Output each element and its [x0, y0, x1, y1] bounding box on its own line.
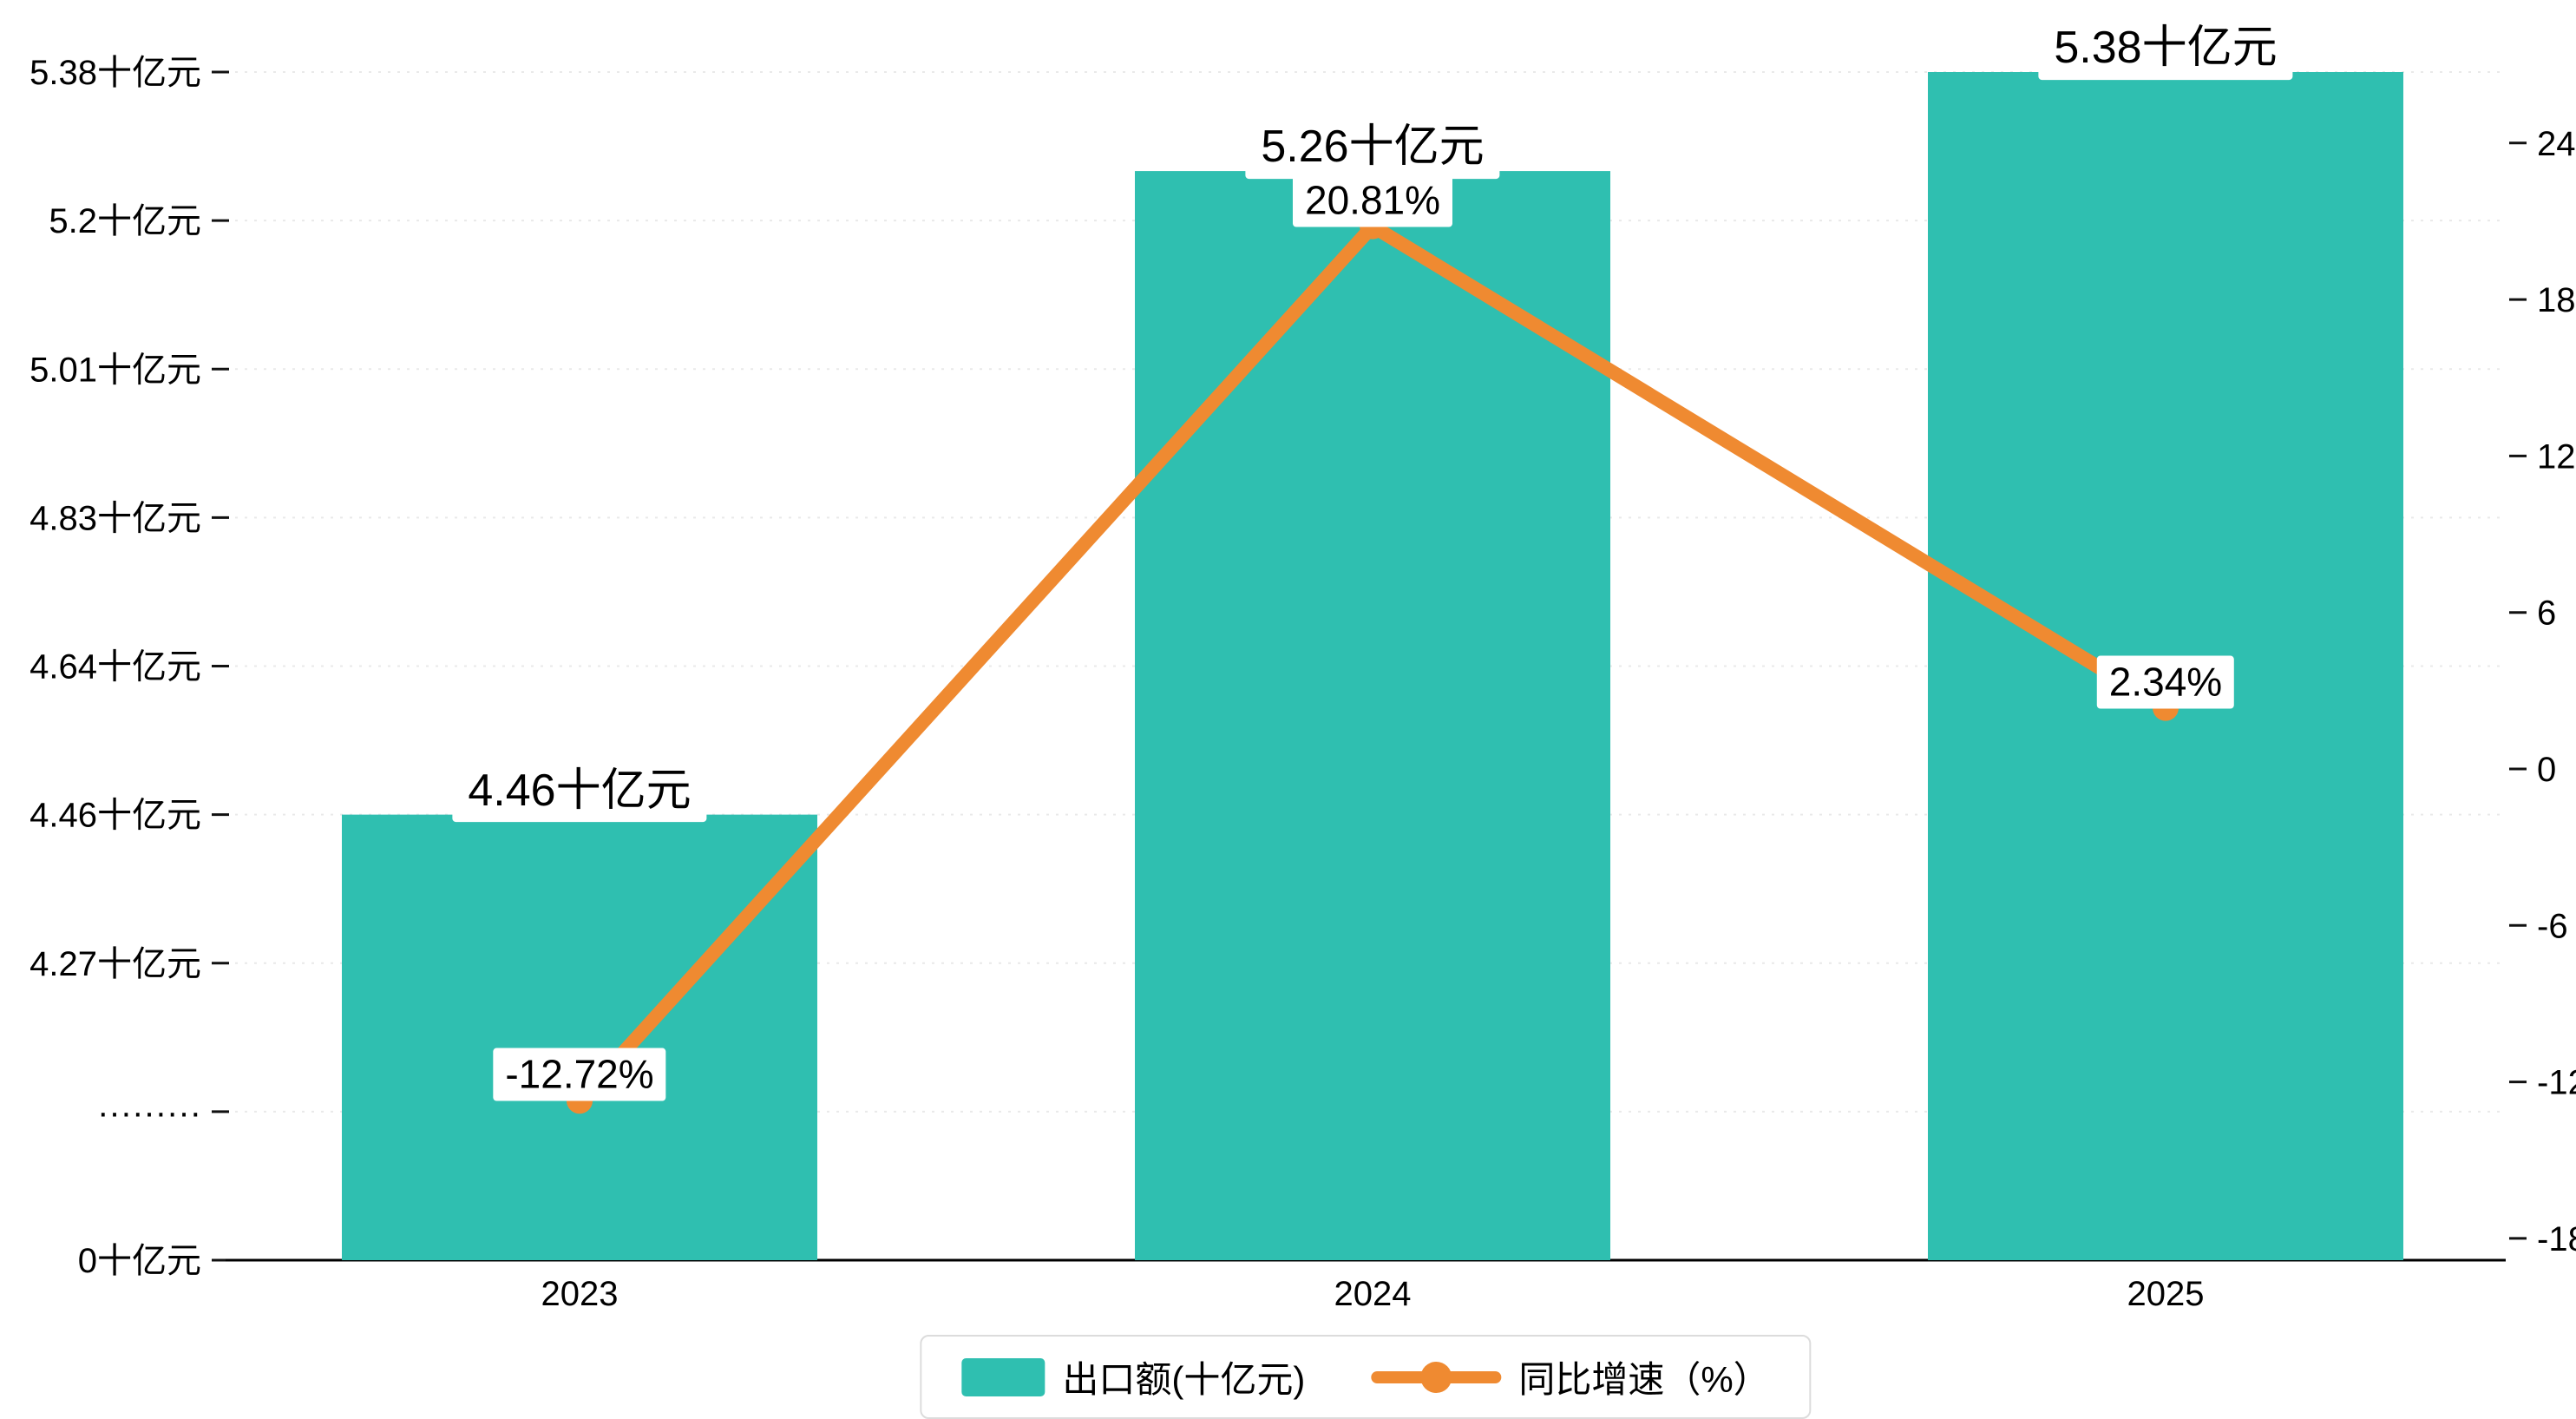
growth-point-2025[interactable]	[2153, 694, 2179, 721]
legend-label-yoy-growth: 同比增速（%）	[1518, 1359, 1770, 1400]
left-axis-label: 5.01十亿元	[29, 351, 201, 389]
growth-point-2023[interactable]	[567, 1087, 593, 1114]
legend-label-export-value: 出口额(十亿元)	[1062, 1359, 1306, 1400]
left-axis-label: 5.38十亿元	[29, 54, 201, 92]
left-axis-label: 4.83十亿元	[29, 499, 201, 537]
right-axis-label: -6	[2537, 907, 2568, 945]
left-axis-label: 5.2十亿元	[49, 202, 201, 240]
left-axis-label: 4.27十亿元	[29, 945, 201, 983]
right-axis-label: 24	[2537, 125, 2576, 163]
left-axis-label: 4.46十亿元	[29, 797, 201, 835]
legend-item-export-value[interactable]: 出口额(十亿元)	[961, 1350, 1305, 1403]
left-axis-label: ·········	[97, 1094, 201, 1132]
right-axis-label: -18	[2537, 1220, 2576, 1258]
line-series-dot-icon	[1420, 1361, 1452, 1393]
right-axis-label: 6	[2537, 595, 2556, 633]
line-series-marker-icon	[1371, 1361, 1502, 1393]
right-axis-label: 18	[2537, 281, 2576, 319]
left-axis-label: 4.64十亿元	[29, 648, 201, 687]
legend: 出口额(十亿元) 同比增速（%）	[920, 1335, 1812, 1419]
growth-point-2024[interactable]	[1360, 213, 1386, 240]
bar-2025[interactable]	[1928, 72, 2403, 1260]
right-axis-label: 12	[2537, 437, 2576, 476]
bar-2024[interactable]	[1135, 171, 1610, 1260]
bar-series-swatch-icon	[961, 1357, 1045, 1396]
left-axis-label: 0十亿元	[78, 1242, 201, 1280]
legend-item-yoy-growth[interactable]: 同比增速（%）	[1371, 1350, 1770, 1403]
right-axis-label: 0	[2537, 751, 2556, 789]
x-axis-label: 2025	[2127, 1275, 2205, 1313]
bar-2023[interactable]	[342, 814, 817, 1260]
right-axis-label: -12	[2537, 1064, 2576, 1102]
x-axis-label: 2023	[541, 1275, 619, 1313]
x-axis-label: 2024	[1334, 1275, 1412, 1313]
